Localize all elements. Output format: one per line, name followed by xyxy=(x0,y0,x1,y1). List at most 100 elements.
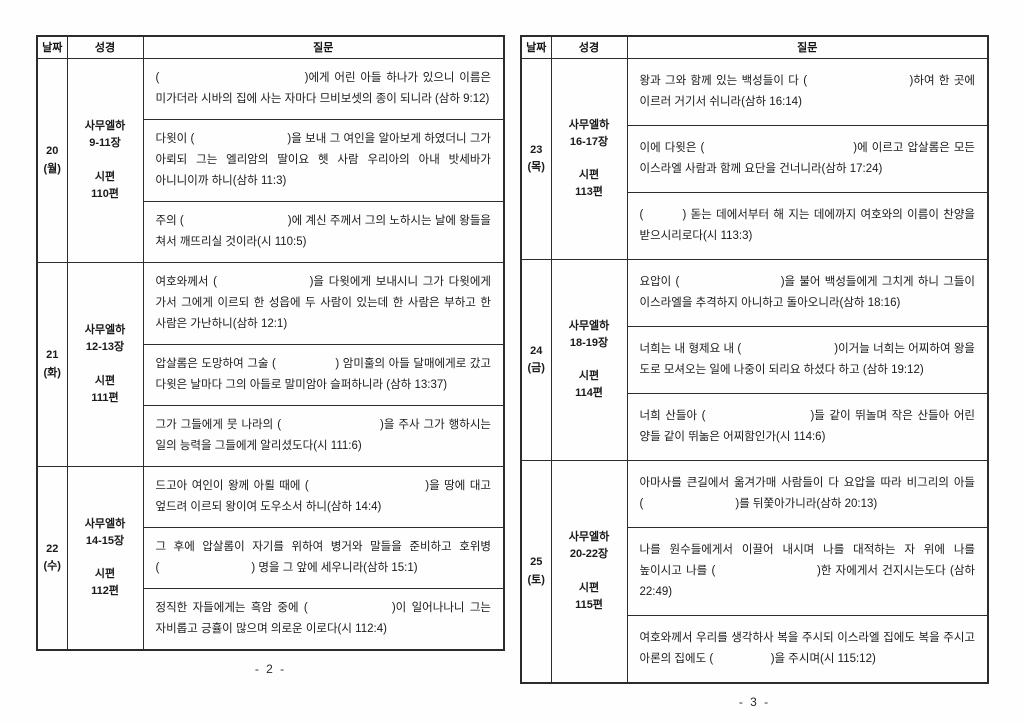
question-cell: ( )에게 어린 아들 하나가 있으니 이름은 미가더라 시바의 집에 사는 자… xyxy=(142,58,505,120)
table-row: 이에 다윗은 ( )에 이르고 압살롬은 모든 이스라엘 사람과 함께 요단을 … xyxy=(521,125,989,193)
page-3: 날짜 성경 질문 23 (목) 사무엘하 16-17장 시편 xyxy=(520,35,989,709)
date-day: (화) xyxy=(43,366,61,379)
psalm-label: 시편 xyxy=(94,374,116,387)
question-cell: 왕과 그와 함께 있는 백성들이 다 ( )하여 한 곳에 이르러 거기서 쉬니… xyxy=(626,58,989,126)
psalm-label: 시편 xyxy=(94,568,116,580)
psalm-number: 110편 xyxy=(91,187,119,200)
date-day: (수) xyxy=(43,560,61,572)
table-row: 압살롬은 도망하여 그술 ( ) 암미훌의 아들 달매에게로 갔고 다윗은 날마… xyxy=(37,344,505,406)
table-row: ( ) 돋는 데에서부터 해 지는 데에까지 여호와의 이름이 찬양을 받으시리… xyxy=(521,192,989,260)
bible-book: 사무엘하 xyxy=(568,118,610,131)
reading-schedule-table-left: 날짜 성경 질문 20 (월) 사무엘하 9-11장 시편 xyxy=(36,35,505,651)
bible-chapters: 18-19장 xyxy=(569,336,609,349)
spacer xyxy=(553,564,626,580)
question-cell: 나를 원수들에게서 이끌어 내시며 나를 대적하는 자 위에 나를 높이시고 나… xyxy=(626,527,989,616)
date-cell: 25 (토) xyxy=(520,460,552,684)
bible-chapters: 16-17장 xyxy=(569,135,609,148)
spacer xyxy=(69,550,142,566)
table-row: 20 (월) 사무엘하 9-11장 시편 110편 ( )에게 어린 아들 하나… xyxy=(36,58,505,263)
psalm-number: 115편 xyxy=(575,598,603,611)
date-number: 22 xyxy=(46,542,59,555)
spacer xyxy=(553,151,626,167)
table-row: 다윗이 ( )을 보내 그 여인을 알아보게 하였더니 그가 아뢰되 그는 엘리… xyxy=(37,119,505,202)
psalm-number: 113편 xyxy=(575,186,603,199)
question-cell: 아마사를 큰길에서 옮겨가매 사람들이 다 요압을 따라 비그리의 아들 ( )… xyxy=(626,460,989,528)
column-header-date: 날짜 xyxy=(520,35,552,59)
table-row: 나를 원수들에게서 이끌어 내시며 나를 대적하는 자 위에 나를 높이시고 나… xyxy=(521,527,989,616)
table-row: 정직한 자들에게는 흑암 중에 ( )이 일어나나니 그는 자비롭고 긍휼이 많… xyxy=(37,588,505,651)
bible-cell: 사무엘하 9-11장 시편 110편 xyxy=(66,58,144,263)
table-row: 너희는 내 형제요 내 ( )이거늘 너희는 어찌하여 왕을 도로 모셔오는 일… xyxy=(521,326,989,394)
question-cell: 여호와께서 우리를 생각하사 복을 주시되 이스라엘 집에도 복을 주시고 아론… xyxy=(626,615,989,684)
date-number: 24 xyxy=(530,344,543,357)
bible-cell: 사무엘하 12-13장 시편 111편 xyxy=(66,262,144,467)
table-row: 23 (목) 사무엘하 16-17장 시편 113편 왕과 그와 함께 있는 백… xyxy=(520,58,989,260)
table-header-row: 날짜 성경 질문 xyxy=(520,35,989,59)
question-cell: 너희는 내 형제요 내 ( )이거늘 너희는 어찌하여 왕을 도로 모셔오는 일… xyxy=(626,326,989,394)
column-header-date: 날짜 xyxy=(36,35,68,59)
bible-chapters: 14-15장 xyxy=(85,534,125,547)
question-cell: 너희 산들아 ( )들 같이 뛰놀며 작은 산들아 어린 양들 같이 뛰놂은 어… xyxy=(626,393,989,461)
question-cell: 그 후에 압살롬이 자기를 위하여 병거와 말들을 준비하고 호위병 ( ) 명… xyxy=(142,527,505,589)
date-cell: 22 (수) xyxy=(36,466,68,651)
page-number: - 2 - xyxy=(254,662,287,676)
date-cell: 24 (금) xyxy=(520,259,552,461)
question-cell: 정직한 자들에게는 흑암 중에 ( )이 일어나나니 그는 자비롭고 긍휼이 많… xyxy=(142,588,505,651)
question-cell: ( ) 돋는 데에서부터 해 지는 데에까지 여호와의 이름이 찬양을 받으시리… xyxy=(626,192,989,260)
spacer xyxy=(553,352,626,368)
table-row: 25 (토) 사무엘하 20-22장 시편 115편 아마사를 큰길에서 옮겨가… xyxy=(520,460,989,684)
date-number: 21 xyxy=(46,349,59,362)
question-cell: 주의 ( )에 계신 주께서 그의 노하시는 날에 왕들을 쳐서 깨뜨리실 것이… xyxy=(142,201,505,263)
table-header-row: 날짜 성경 질문 xyxy=(36,35,505,59)
psalm-label: 시편 xyxy=(578,581,600,594)
question-cell: 다윗이 ( )을 보내 그 여인을 알아보게 하였더니 그가 아뢰되 그는 엘리… xyxy=(142,119,505,202)
date-number: 25 xyxy=(530,556,543,569)
psalm-number: 112편 xyxy=(91,585,119,598)
table-row: 그 후에 압살롬이 자기를 위하여 병거와 말들을 준비하고 호위병 ( ) 명… xyxy=(37,527,505,589)
date-day: (금) xyxy=(527,362,545,374)
question-cell: 여호와께서 ( )을 다윗에게 보내시니 그가 다윗에게 가서 그에게 이르되 … xyxy=(142,262,505,345)
column-header-question: 질문 xyxy=(142,35,505,59)
question-cell: 그가 그들에게 뭇 나라의 ( )을 주사 그가 행하시는 일의 능력을 그들에… xyxy=(142,405,505,467)
bible-cell: 사무엘하 14-15장 시편 112편 xyxy=(66,466,144,651)
spacer xyxy=(69,153,142,169)
table-row: 24 (금) 사무엘하 18-19장 시편 114편 요압이 ( )을 불어 백… xyxy=(520,259,989,461)
question-cell: 압살롬은 도망하여 그술 ( ) 암미훌의 아들 달매에게로 갔고 다윗은 날마… xyxy=(142,344,505,406)
date-day: (월) xyxy=(43,162,61,175)
psalm-label: 시편 xyxy=(578,370,600,382)
table-row: 여호와께서 우리를 생각하사 복을 주시되 이스라엘 집에도 복을 주시고 아론… xyxy=(521,615,989,684)
bible-chapters: 9-11장 xyxy=(89,137,121,150)
table-row: 21 (화) 사무엘하 12-13장 시편 111편 여호와께서 ( )을 다윗… xyxy=(36,262,505,467)
date-number: 23 xyxy=(530,143,543,156)
date-cell: 23 (목) xyxy=(520,58,552,260)
date-cell: 21 (화) xyxy=(36,262,68,467)
bible-cell: 사무엘하 16-17장 시편 113편 xyxy=(550,58,628,260)
column-header-bible: 성경 xyxy=(66,35,144,59)
question-cell: 드고아 여인이 왕께 아뢸 때에 ( )을 땅에 대고 엎드려 이르되 왕이여 … xyxy=(142,466,505,528)
page-number: - 3 - xyxy=(738,695,771,709)
bible-book: 사무엘하 xyxy=(84,120,126,133)
bible-book: 사무엘하 xyxy=(84,517,126,530)
psalm-number: 114편 xyxy=(575,387,603,400)
bible-chapters: 12-13장 xyxy=(85,341,125,354)
table-row: 그가 그들에게 뭇 나라의 ( )을 주사 그가 행하시는 일의 능력을 그들에… xyxy=(37,405,505,467)
page-2: 날짜 성경 질문 20 (월) 사무엘하 9-11장 시편 xyxy=(36,35,505,676)
column-header-bible: 성경 xyxy=(550,35,628,59)
bible-cell: 사무엘하 20-22장 시편 115편 xyxy=(550,460,628,684)
date-number: 20 xyxy=(46,145,59,158)
reading-schedule-table-right: 날짜 성경 질문 23 (목) 사무엘하 16-17장 시편 xyxy=(520,35,989,684)
question-cell: 요압이 ( )을 불어 백성들에게 그치게 하니 그들이 이스라엘을 추격하지 … xyxy=(626,259,989,327)
bible-chapters: 20-22장 xyxy=(569,548,609,561)
date-day: (목) xyxy=(527,161,545,173)
psalm-label: 시편 xyxy=(94,170,116,183)
column-header-question: 질문 xyxy=(626,35,989,59)
bible-cell: 사무엘하 18-19장 시편 114편 xyxy=(550,259,628,461)
psalm-label: 시편 xyxy=(578,169,600,181)
bible-book: 사무엘하 xyxy=(84,324,126,337)
bible-book: 사무엘하 xyxy=(568,319,610,332)
date-day: (토) xyxy=(527,573,545,586)
bible-book: 사무엘하 xyxy=(568,531,610,544)
psalm-number: 111편 xyxy=(91,391,119,404)
question-cell: 이에 다윗은 ( )에 이르고 압살롬은 모든 이스라엘 사람과 함께 요단을 … xyxy=(626,125,989,193)
